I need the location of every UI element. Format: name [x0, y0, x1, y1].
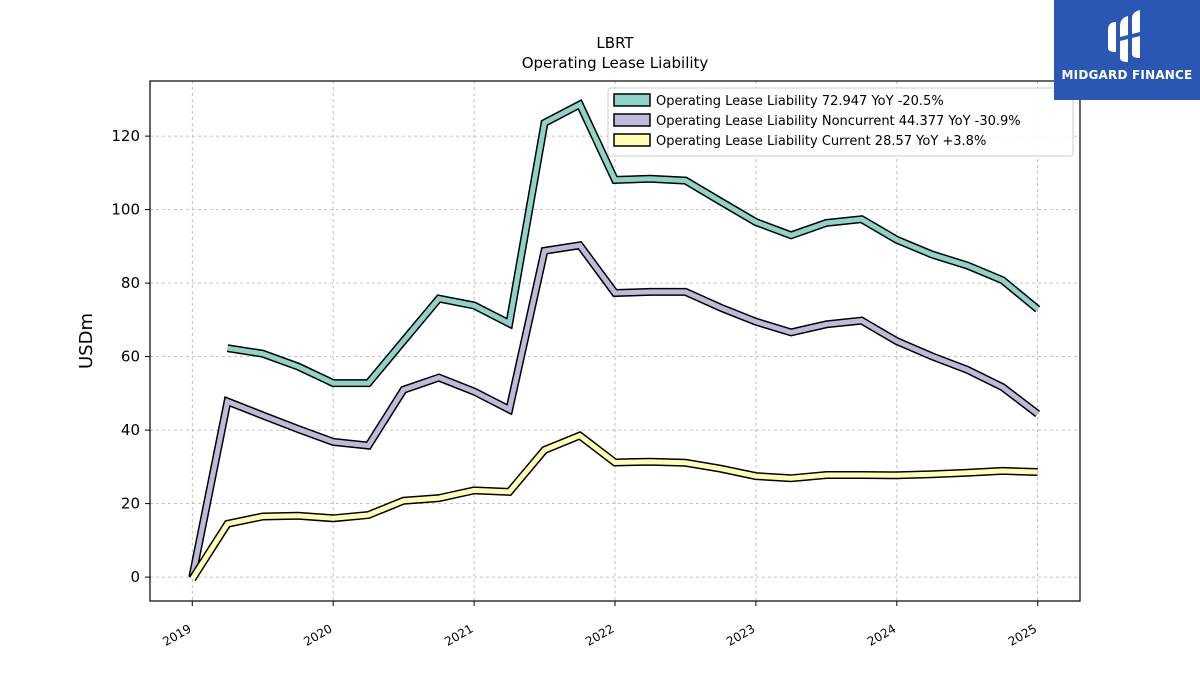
legend-swatch	[613, 113, 651, 127]
chart-subtitle: Operating Lease Liability	[522, 54, 709, 72]
y-axis-label: USDm	[76, 313, 97, 369]
logo-text: MIDGARD FINANCE	[1061, 68, 1193, 82]
legend-swatch	[613, 133, 651, 147]
legend-label: Operating Lease Liability 72.947 YoY -20…	[656, 94, 944, 109]
y-tick-label: 40	[121, 421, 140, 439]
x-ticks: 2019 2020 2021 2022 2023 2024 2025	[160, 601, 1039, 649]
x-tick-label: 2025	[1006, 621, 1039, 648]
legend-label: Operating Lease Liability Current 28.57 …	[656, 134, 986, 149]
x-tick-label: 2023	[724, 621, 757, 648]
y-ticks: 0 20 40 60 80 100 120	[111, 127, 150, 586]
x-tick-label: 2019	[160, 621, 193, 648]
series-line-2	[190, 432, 1038, 581]
series-line-0	[227, 101, 1040, 386]
y-tick-label: 60	[121, 348, 140, 366]
series-lines	[188, 99, 1041, 582]
legend-label: Operating Lease Liability Noncurrent 44.…	[656, 114, 1021, 129]
y-tick-label: 20	[121, 495, 140, 513]
x-tick-label: 2020	[301, 621, 334, 648]
y-tick-label: 80	[121, 274, 140, 292]
series-line-1	[189, 242, 1040, 578]
brand-logo: MIDGARD FINANCE	[1054, 0, 1200, 100]
grid	[150, 81, 1080, 601]
x-tick-label: 2021	[442, 621, 475, 648]
x-tick-label: 2022	[583, 621, 616, 648]
y-tick-label: 120	[111, 127, 140, 145]
legend-swatch	[613, 93, 651, 107]
midgard-logo-icon	[1108, 10, 1140, 62]
chart-title: LBRT	[596, 34, 634, 52]
y-tick-label: 100	[111, 201, 140, 219]
y-tick-label: 0	[130, 568, 140, 586]
x-tick-label: 2024	[865, 621, 898, 648]
legend-box	[607, 87, 1074, 157]
legend: Operating Lease Liability 72.947 YoY -20…	[607, 87, 1074, 157]
